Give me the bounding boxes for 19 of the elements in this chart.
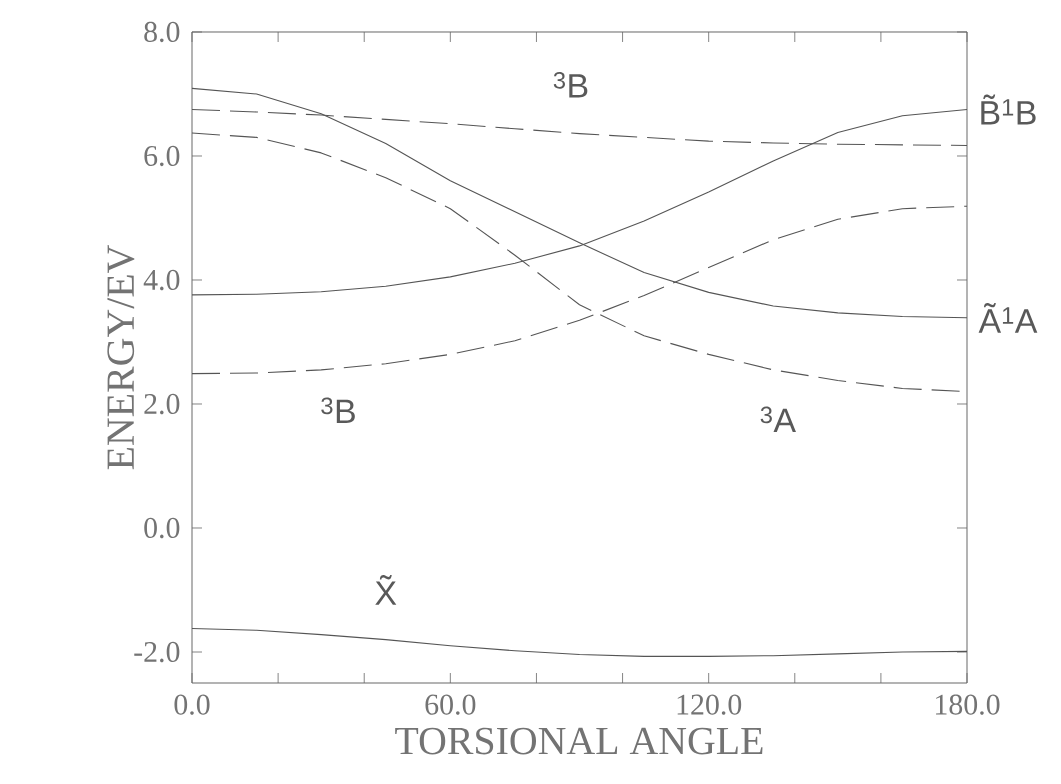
y-axis-title: ENERGY/EV bbox=[107, 245, 135, 470]
annotation: $^{3}$B bbox=[321, 397, 355, 423]
x-tick-label: 120.0 bbox=[677, 694, 742, 715]
y-tick-label: -2.0 bbox=[134, 641, 180, 663]
annotation: Ã$^{1}$A bbox=[978, 302, 1038, 333]
annotation: $^{3}$A bbox=[760, 406, 796, 433]
y-tick-label: 2.0 bbox=[144, 393, 180, 415]
annotation: B̃$^{1}$B bbox=[981, 94, 1036, 125]
annotation: $^{3}$B bbox=[553, 71, 588, 98]
y-tick-label: 8.0 bbox=[144, 21, 180, 43]
y-tick-label: 4.0 bbox=[143, 269, 180, 291]
x-tick-label: 0.0 bbox=[174, 694, 210, 715]
y-tick-label: 0.0 bbox=[144, 517, 180, 539]
line-series bbox=[191, 627, 968, 657]
x-tick-label: 180.0 bbox=[936, 694, 1000, 715]
x-tick-label: 60.0 bbox=[425, 694, 476, 715]
annotation: X̃ bbox=[375, 574, 397, 605]
x-axis-title: TORSIONAL ANGLE bbox=[395, 727, 763, 755]
y-tick-label: 6.0 bbox=[144, 145, 180, 167]
